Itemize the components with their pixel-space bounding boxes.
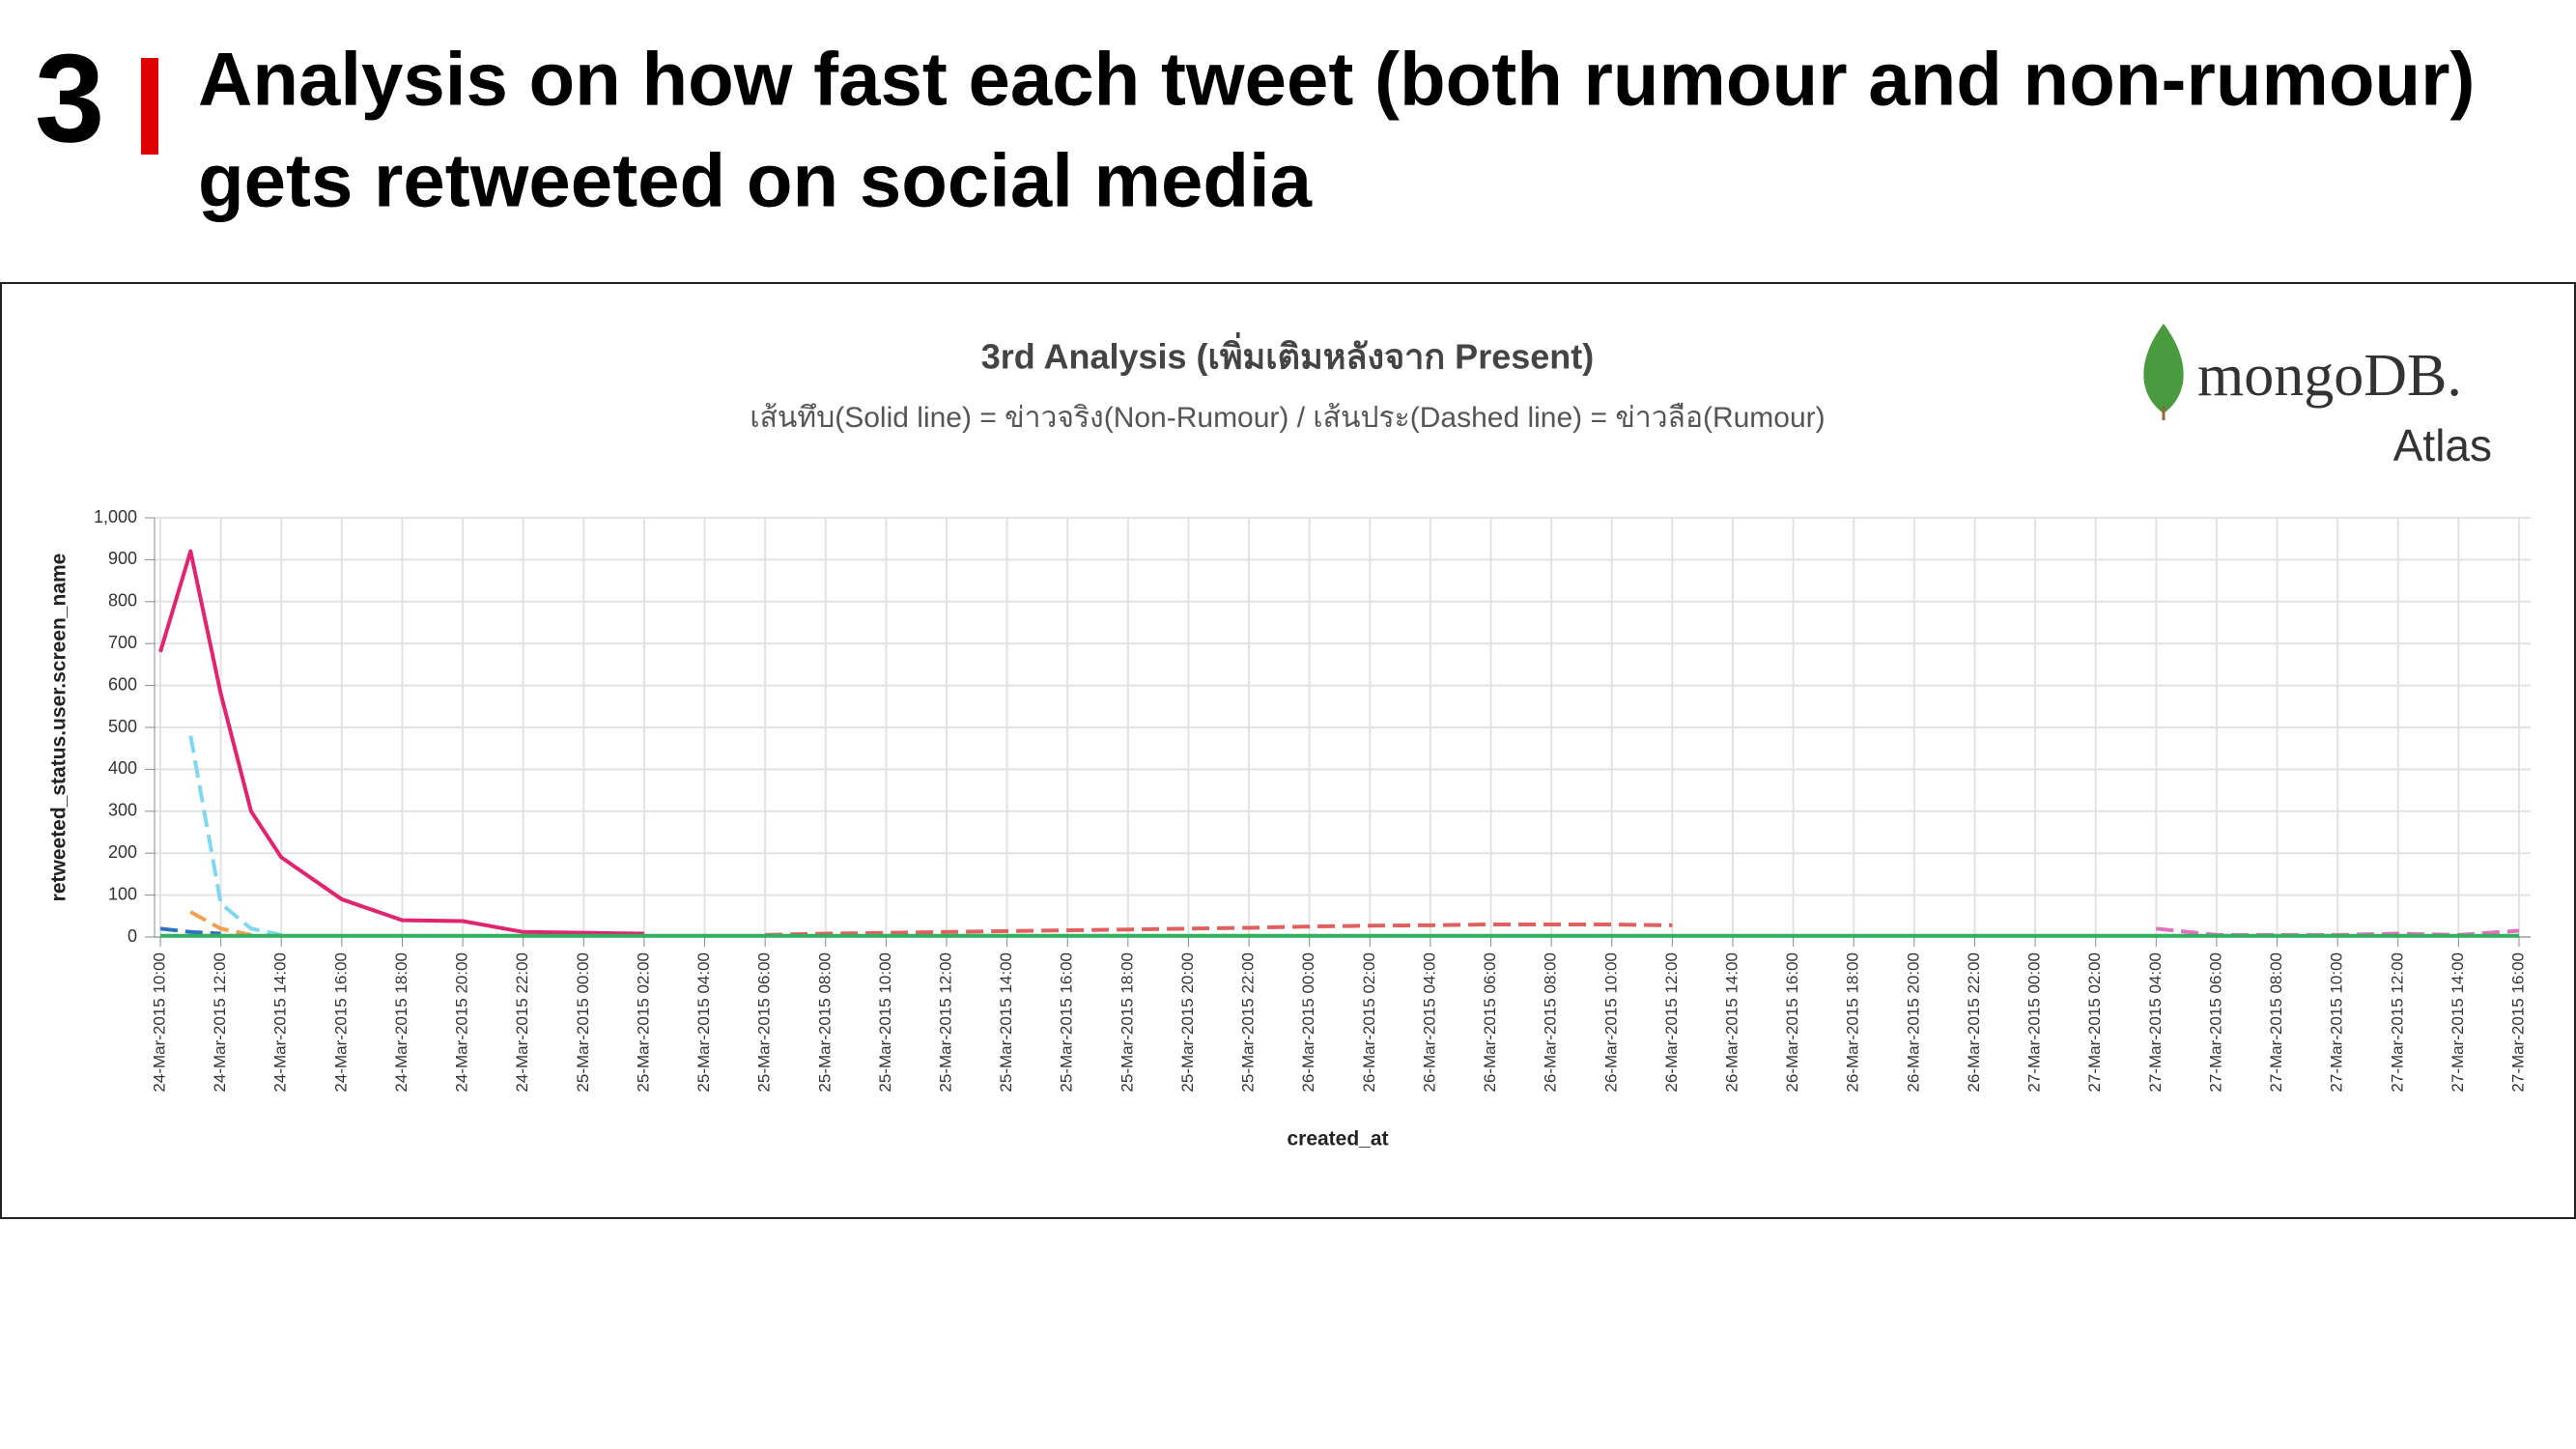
x-tick-label: 27-Mar-2015 10:00 xyxy=(2328,952,2346,1093)
series-line xyxy=(158,549,644,936)
x-tick-label: 24-Mar-2015 16:00 xyxy=(331,952,350,1093)
slide-title: Analysis on how fast each tweet (both ru… xyxy=(198,37,2475,122)
y-tick-label: 300 xyxy=(108,801,137,820)
y-axis-label: retweeted_status.user.screen_name xyxy=(48,554,71,902)
x-tick-label: 26-Mar-2015 10:00 xyxy=(1601,952,1620,1093)
x-tick-label: 24-Mar-2015 22:00 xyxy=(513,952,531,1093)
x-tick-label: 25-Mar-2015 20:00 xyxy=(1178,952,1197,1093)
y-tick-label: 900 xyxy=(108,549,137,568)
logo-brand: mongoDB. xyxy=(2197,343,2462,409)
logo-leaf xyxy=(2143,324,2184,413)
y-tick-label: 400 xyxy=(108,758,137,778)
y-tick-label: 700 xyxy=(108,633,137,652)
chart-frame xyxy=(0,282,2576,1219)
x-tick-label: 25-Mar-2015 16:00 xyxy=(1058,952,1076,1093)
y-tick-label: 1,000 xyxy=(94,507,137,526)
x-tick-label: 25-Mar-2015 18:00 xyxy=(1118,952,1136,1093)
y-tick-label: 100 xyxy=(108,884,137,903)
y-tick-label: 200 xyxy=(108,842,137,862)
x-tick-label: 25-Mar-2015 14:00 xyxy=(997,952,1015,1093)
slide-number: 3 xyxy=(35,27,104,168)
x-tick-label: 24-Mar-2015 12:00 xyxy=(211,952,229,1093)
y-tick-label: 0 xyxy=(127,926,137,946)
x-tick-label: 26-Mar-2015 18:00 xyxy=(1844,952,1862,1093)
x-tick-label: 25-Mar-2015 22:00 xyxy=(1239,952,1258,1093)
x-tick-label: 26-Mar-2015 06:00 xyxy=(1481,952,1499,1093)
chart-title: 3rd Analysis (เพิ่มเติมหลังจาก Present) xyxy=(981,332,1594,377)
x-tick-label: 27-Mar-2015 12:00 xyxy=(2388,952,2406,1093)
series-line xyxy=(189,910,252,937)
x-tick-label: 24-Mar-2015 18:00 xyxy=(392,952,410,1093)
x-tick-label: 26-Mar-2015 08:00 xyxy=(1542,952,1560,1093)
slide-title: gets retweeted on social media xyxy=(198,138,1313,223)
x-tick-label: 26-Mar-2015 12:00 xyxy=(1662,952,1681,1093)
x-axis-label: created_at xyxy=(1287,1128,1388,1151)
y-tick-label: 500 xyxy=(108,717,137,736)
x-tick-label: 27-Mar-2015 08:00 xyxy=(2267,952,2285,1093)
x-tick-label: 25-Mar-2015 04:00 xyxy=(694,952,713,1093)
x-tick-label: 24-Mar-2015 20:00 xyxy=(453,952,471,1093)
x-tick-label: 27-Mar-2015 14:00 xyxy=(2449,952,2467,1093)
x-tick-label: 25-Mar-2015 08:00 xyxy=(815,952,834,1093)
logo-product: Atlas xyxy=(2393,420,2492,470)
x-tick-label: 27-Mar-2015 04:00 xyxy=(2146,952,2165,1093)
x-tick-label: 26-Mar-2015 22:00 xyxy=(1965,952,1983,1093)
x-tick-label: 26-Mar-2015 00:00 xyxy=(1299,952,1317,1093)
series-line xyxy=(765,922,1673,937)
red-bar xyxy=(141,58,158,155)
x-tick-label: 27-Mar-2015 06:00 xyxy=(2206,952,2224,1093)
x-tick-label: 25-Mar-2015 10:00 xyxy=(876,952,894,1093)
x-tick-label: 27-Mar-2015 16:00 xyxy=(2508,952,2527,1093)
x-tick-label: 24-Mar-2015 14:00 xyxy=(271,952,290,1093)
x-tick-label: 25-Mar-2015 06:00 xyxy=(755,952,774,1093)
x-tick-label: 26-Mar-2015 02:00 xyxy=(1360,952,1378,1093)
x-tick-label: 26-Mar-2015 16:00 xyxy=(1783,952,1801,1093)
x-tick-label: 25-Mar-2015 12:00 xyxy=(936,952,954,1093)
y-tick-label: 600 xyxy=(108,674,137,694)
x-tick-label: 25-Mar-2015 00:00 xyxy=(574,952,592,1093)
x-tick-label: 26-Mar-2015 04:00 xyxy=(1420,952,1438,1093)
x-tick-label: 27-Mar-2015 02:00 xyxy=(2085,952,2104,1093)
y-tick-label: 800 xyxy=(108,591,137,611)
series-line xyxy=(188,735,282,937)
x-tick-label: 25-Mar-2015 02:00 xyxy=(634,952,652,1093)
x-tick-label: 26-Mar-2015 14:00 xyxy=(1722,952,1741,1093)
x-tick-label: 24-Mar-2015 10:00 xyxy=(150,952,168,1093)
series-line xyxy=(159,926,221,936)
x-tick-label: 26-Mar-2015 20:00 xyxy=(1904,952,1922,1093)
chart-subtitle: เส้นทึบ(Solid line) = ข่าวจริง(Non-Rumou… xyxy=(750,402,1825,434)
x-tick-label: 27-Mar-2015 00:00 xyxy=(2025,952,2044,1093)
